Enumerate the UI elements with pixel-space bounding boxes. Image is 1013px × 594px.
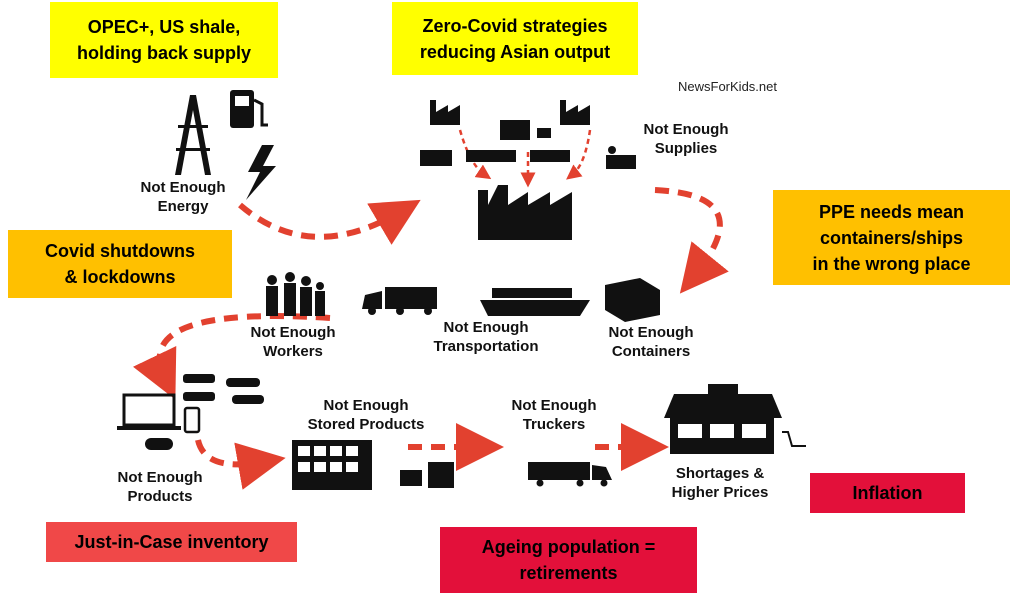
text-line: Supplies	[644, 139, 729, 158]
callout-box: Ageing population =retirements	[440, 527, 697, 593]
text-line: Not Enough	[512, 396, 597, 415]
text-line: Inflation	[853, 480, 923, 506]
text-line: Ageing population =	[482, 534, 656, 560]
text-line: Products	[118, 487, 203, 506]
text-line: reducing Asian output	[420, 39, 610, 65]
text-line: Not Enough	[118, 468, 203, 487]
text-line: Not Enough	[433, 318, 538, 337]
text-line: Stored Products	[308, 415, 425, 434]
text-line: OPEC+, US shale,	[88, 14, 241, 40]
callout-box: Inflation	[810, 473, 965, 513]
callout-box: Covid shutdowns& lockdowns	[8, 230, 232, 298]
callout-box: OPEC+, US shale,holding back supply	[50, 2, 278, 78]
callout-box: Just-in-Case inventory	[46, 522, 297, 562]
text-line: & lockdowns	[64, 264, 175, 290]
text-line: PPE needs mean	[819, 199, 964, 225]
text-line: Shortages &	[672, 464, 769, 483]
text-line: Not Enough	[141, 178, 226, 197]
text-line: Workers	[251, 342, 336, 361]
node-label: Shortages &Higher Prices	[672, 464, 769, 502]
text-line: holding back supply	[77, 40, 251, 66]
text-line: Higher Prices	[672, 483, 769, 502]
text-line: containers/ships	[820, 225, 963, 251]
page: NewsForKids.net OPEC+, US shale,holding …	[0, 0, 1013, 594]
text-line: Transportation	[433, 337, 538, 356]
text-line: Energy	[141, 197, 226, 216]
credit: NewsForKids.net	[678, 79, 777, 94]
text-line: Truckers	[512, 415, 597, 434]
text-line: in the wrong place	[812, 251, 970, 277]
text-line: Just-in-Case inventory	[74, 529, 268, 555]
text-line: Not Enough	[251, 323, 336, 342]
text-line: Not Enough	[308, 396, 425, 415]
text-line: retirements	[519, 560, 617, 586]
text-line: Covid shutdowns	[45, 238, 195, 264]
text-line: Not Enough	[609, 323, 694, 342]
text-line: Containers	[609, 342, 694, 361]
text-line: Zero-Covid strategies	[422, 13, 607, 39]
text-line: Not Enough	[644, 120, 729, 139]
